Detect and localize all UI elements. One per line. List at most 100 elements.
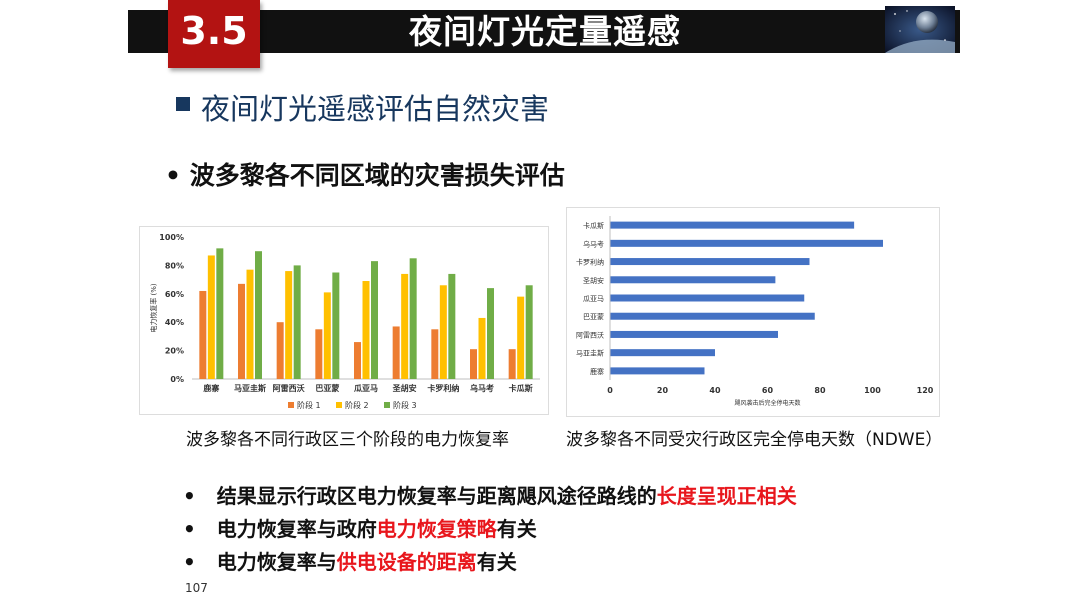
section-number-box	[168, 0, 260, 68]
bullet: •	[183, 550, 196, 574]
bar	[371, 261, 378, 379]
point-text: 电力恢复率与政府	[216, 517, 377, 541]
x-tick-label: 0	[607, 386, 613, 395]
y-tick-label: 卡瓜斯	[583, 221, 604, 230]
bar	[610, 258, 810, 266]
bar	[610, 276, 776, 284]
conclusion-point-1: • 结果显示行政区电力恢复率与距离飓风途径路线的长度呈现正相关	[183, 480, 797, 509]
bar	[409, 258, 417, 379]
y-tick-label: 40%	[165, 318, 184, 327]
y-tick-label: 100%	[159, 233, 184, 242]
bar	[238, 283, 245, 379]
x-tick-label: 瓜亚马	[354, 384, 378, 393]
bar	[255, 251, 262, 379]
heading-square-icon	[176, 97, 190, 111]
bar	[610, 367, 705, 375]
page-number: 107	[185, 581, 208, 595]
title-bar	[128, 10, 960, 53]
bar	[525, 285, 533, 379]
chart-caption-right: 波多黎各不同受灾行政区完全停电天数（NDWE）	[566, 430, 943, 450]
x-tick-label: 乌马考	[470, 383, 494, 393]
subheading-text: 波多黎各不同区域的灾害损失评估	[189, 161, 565, 190]
chart-caption-left: 波多黎各不同行政区三个阶段的电力恢复率	[186, 430, 509, 450]
bar	[323, 292, 331, 379]
point-highlight: 供电设备的距离	[336, 550, 477, 574]
bullet: •	[183, 517, 196, 541]
point-text-end: 有关	[496, 517, 537, 541]
x-tick-label: 圣胡安	[392, 383, 417, 393]
bar	[508, 349, 516, 379]
bullet: •	[165, 161, 181, 190]
y-tick-label: 0%	[170, 375, 184, 384]
y-tick-label: 80%	[165, 261, 184, 270]
power-recovery-chart: 0% 20% 40% 60% 80% 100% 电力恢复率 (%) 鹿寨 马亚圭斯 阿雷西沃 巴亚蒙…	[139, 226, 549, 415]
point-highlight: 长度呈现正相关	[656, 484, 797, 508]
bar	[439, 285, 447, 379]
y-tick-label: 巴亚蒙	[583, 312, 604, 321]
bar	[354, 342, 361, 379]
legend-label: 阶段 1	[297, 400, 321, 410]
bar	[199, 290, 207, 379]
bar	[610, 312, 815, 320]
bar	[285, 271, 293, 379]
bar	[431, 329, 439, 379]
y-tick-label: 卡罗利纳	[576, 258, 604, 267]
x-tick-label: 巴亚蒙	[315, 383, 339, 393]
y-tick-label: 20%	[165, 347, 184, 356]
bar	[362, 281, 370, 379]
bar	[207, 255, 215, 379]
section-number: 3.5	[180, 9, 248, 53]
point-text-end: 有关	[476, 550, 517, 574]
x-tick-label: 40	[709, 386, 721, 395]
bar	[293, 265, 301, 379]
x-axis-label: 飓风袭击后完全停电天数	[734, 399, 800, 407]
x-tick-label: 100	[864, 386, 881, 395]
y-axis-label: 电力恢复率 (%)	[149, 283, 158, 333]
conclusion-point-2: • 电力恢复率与政府电力恢复策略有关	[183, 513, 537, 542]
bar	[246, 269, 254, 379]
y-tick-label: 圣胡安	[583, 276, 604, 285]
bar	[332, 272, 340, 379]
point-highlight: 电力恢复策略	[376, 517, 497, 541]
x-tick-label: 120	[917, 386, 934, 395]
bar	[401, 273, 409, 379]
bar	[315, 329, 323, 379]
point-text: 结果显示行政区电力恢复率与距离飓风途径路线的	[216, 484, 657, 508]
section-heading: 夜间灯光遥感评估自然灾害	[201, 92, 550, 126]
legend-swatch	[288, 402, 294, 408]
point-text: 电力恢复率与	[216, 550, 337, 574]
x-tick-label: 阿雷西沃	[273, 383, 305, 393]
y-tick-label: 马亚圭斯	[576, 349, 604, 358]
y-tick-label: 瓜亚马	[583, 295, 604, 303]
bar	[448, 273, 456, 379]
x-tick-label: 卡瓜斯	[509, 383, 533, 393]
legend-swatch	[384, 402, 390, 408]
legend-label: 阶段 3	[393, 400, 417, 410]
bar	[392, 326, 400, 379]
legend-swatch	[336, 402, 342, 408]
x-tick-label: 马亚圭斯	[234, 383, 266, 393]
y-tick-label: 60%	[165, 290, 184, 299]
bar	[610, 239, 883, 247]
y-tick-label: 阿雷西沃	[576, 330, 604, 339]
bar	[478, 317, 486, 379]
bar	[487, 288, 494, 379]
bar	[216, 248, 224, 379]
bar	[610, 349, 715, 357]
y-tick-label: 乌马考	[583, 239, 604, 248]
slide-title: 夜间灯光定量遥感	[409, 12, 681, 51]
bar	[610, 294, 805, 302]
outage-days-chart: 卡瓜斯 乌马考 卡罗利纳 圣胡安 瓜亚马 巴亚蒙 阿雷西沃 马亚圭斯 鹿寨 0 20 40 60 80 10…	[566, 207, 940, 417]
y-tick-label: 鹿寨	[590, 367, 604, 376]
conclusion-point-3: • 电力恢复率与供电设备的距离有关	[183, 546, 517, 575]
legend-label: 阶段 2	[345, 400, 369, 410]
bar	[470, 349, 477, 379]
x-tick-label: 60	[762, 386, 774, 395]
space-planet-icon	[885, 6, 955, 53]
bar	[517, 296, 525, 379]
x-tick-label: 20	[657, 386, 669, 395]
subheading: • 波多黎各不同区域的灾害损失评估	[165, 156, 565, 192]
bar	[610, 330, 778, 338]
bullet: •	[183, 484, 196, 508]
x-tick-label: 卡罗利纳	[427, 383, 459, 393]
